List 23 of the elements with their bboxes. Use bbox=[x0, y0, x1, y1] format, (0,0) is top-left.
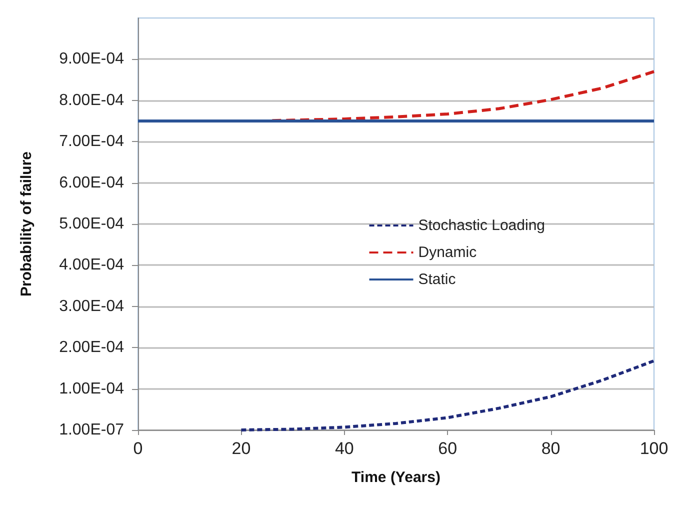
x-tick-label: 60 bbox=[438, 439, 458, 458]
y-tick-label: 1.00E-07 bbox=[59, 422, 124, 438]
line-series bbox=[240, 359, 656, 432]
x-tick-label: 100 bbox=[640, 439, 668, 458]
x-tick-label: 20 bbox=[232, 439, 251, 458]
y-axis-title: Probability of failure bbox=[18, 151, 35, 297]
x-tick-label: 80 bbox=[541, 439, 560, 458]
x-tick-label: 0 bbox=[133, 439, 143, 458]
y-tick-label: 8.00E-04 bbox=[59, 92, 124, 109]
y-tick-label: 3.00E-04 bbox=[59, 298, 124, 315]
x-axis-title: Time (Years) bbox=[352, 469, 440, 486]
y-tick-label: 4.00E-04 bbox=[59, 256, 124, 274]
line-series bbox=[270, 70, 656, 122]
y-tick-label: 1.00E-04 bbox=[59, 380, 124, 398]
y-tick-label: 6.00E-04 bbox=[59, 174, 124, 192]
y-tick-label: 2.00E-04 bbox=[59, 339, 124, 356]
legend-label: Dynamic bbox=[418, 244, 478, 261]
legend-label: Static bbox=[418, 271, 456, 288]
y-tick-label: 7.00E-04 bbox=[59, 133, 124, 150]
x-tick-label: 40 bbox=[334, 439, 354, 458]
y-tick-label: 9.00E-04 bbox=[59, 50, 124, 68]
legend-label: Stochastic Loading bbox=[418, 217, 546, 234]
y-tick-label: 5.00E-04 bbox=[59, 216, 124, 233]
